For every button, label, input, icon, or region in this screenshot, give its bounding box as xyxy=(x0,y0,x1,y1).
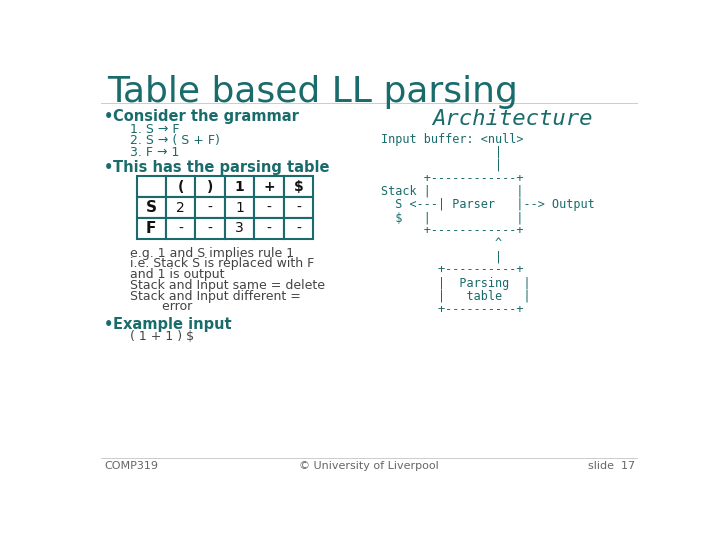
Text: i.e. Stack S is replaced with F: i.e. Stack S is replaced with F xyxy=(130,257,315,271)
Bar xyxy=(284,197,313,218)
Text: •: • xyxy=(104,110,113,124)
Text: ^: ^ xyxy=(381,237,502,250)
Text: 1: 1 xyxy=(235,180,245,194)
Text: 1: 1 xyxy=(235,201,244,214)
Text: ): ) xyxy=(207,180,213,194)
Bar xyxy=(225,177,254,197)
Text: -: - xyxy=(266,221,271,235)
Text: Stack and Input different =: Stack and Input different = xyxy=(130,289,301,302)
Bar xyxy=(137,197,166,218)
Text: +------------+: +------------+ xyxy=(381,224,523,237)
Text: F: F xyxy=(146,221,156,236)
Text: © University of Liverpool: © University of Liverpool xyxy=(299,461,439,470)
Text: and 1 is output: and 1 is output xyxy=(130,268,225,281)
Bar xyxy=(195,177,225,197)
Text: (: ( xyxy=(178,180,184,194)
Bar xyxy=(166,177,195,197)
Text: -: - xyxy=(207,201,212,214)
Text: slide  17: slide 17 xyxy=(588,461,636,470)
Text: e.g. 1 and S implies rule 1: e.g. 1 and S implies rule 1 xyxy=(130,247,294,260)
Text: -: - xyxy=(296,221,301,235)
Text: S: S xyxy=(145,200,157,215)
Bar xyxy=(254,218,284,239)
Text: -: - xyxy=(179,221,183,235)
Text: This has the parsing table: This has the parsing table xyxy=(113,159,330,174)
Text: -: - xyxy=(296,201,301,214)
Bar xyxy=(195,218,225,239)
Text: Consider the grammar: Consider the grammar xyxy=(113,110,299,124)
Text: +------------+: +------------+ xyxy=(381,172,523,185)
Bar xyxy=(166,197,195,218)
Text: |: | xyxy=(381,146,502,159)
Text: Example input: Example input xyxy=(113,318,232,332)
Text: +----------+: +----------+ xyxy=(381,303,523,316)
Text: 3: 3 xyxy=(235,221,244,235)
Bar xyxy=(284,177,313,197)
Text: +: + xyxy=(264,180,275,194)
Text: |: | xyxy=(381,251,502,264)
Text: Architecture: Architecture xyxy=(432,110,593,130)
Text: 3. F → 1: 3. F → 1 xyxy=(130,146,180,159)
Bar xyxy=(195,197,225,218)
Bar xyxy=(254,177,284,197)
Text: •: • xyxy=(104,318,113,332)
Text: -: - xyxy=(266,201,271,214)
Text: Table based LL parsing: Table based LL parsing xyxy=(107,75,518,109)
Text: |: | xyxy=(381,159,502,172)
Bar xyxy=(254,197,284,218)
Bar xyxy=(137,218,166,239)
Text: Stack and Input same = delete: Stack and Input same = delete xyxy=(130,279,325,292)
Text: $   |            |: $ | | xyxy=(381,211,523,224)
Text: |   table   |: | table | xyxy=(381,289,530,302)
Text: 1. S → F: 1. S → F xyxy=(130,123,180,136)
Bar xyxy=(225,197,254,218)
Text: Input buffer: <null>: Input buffer: <null> xyxy=(381,132,523,146)
Text: •: • xyxy=(104,159,113,174)
Text: 2: 2 xyxy=(176,201,185,214)
Bar xyxy=(137,177,166,197)
Text: COMP319: COMP319 xyxy=(104,461,158,470)
Bar xyxy=(284,218,313,239)
Text: -: - xyxy=(207,221,212,235)
Text: +----------+: +----------+ xyxy=(381,264,523,276)
Text: Stack |            |: Stack | | xyxy=(381,185,523,198)
Text: S <---| Parser   |--> Output: S <---| Parser |--> Output xyxy=(381,198,595,211)
Bar xyxy=(225,218,254,239)
Text: 2. S → ( S + F): 2. S → ( S + F) xyxy=(130,134,220,147)
Text: ( 1 + 1 ) $: ( 1 + 1 ) $ xyxy=(130,330,194,343)
Text: error: error xyxy=(130,300,192,313)
Text: $: $ xyxy=(294,180,303,194)
Bar xyxy=(166,218,195,239)
Text: |  Parsing  |: | Parsing | xyxy=(381,276,530,289)
